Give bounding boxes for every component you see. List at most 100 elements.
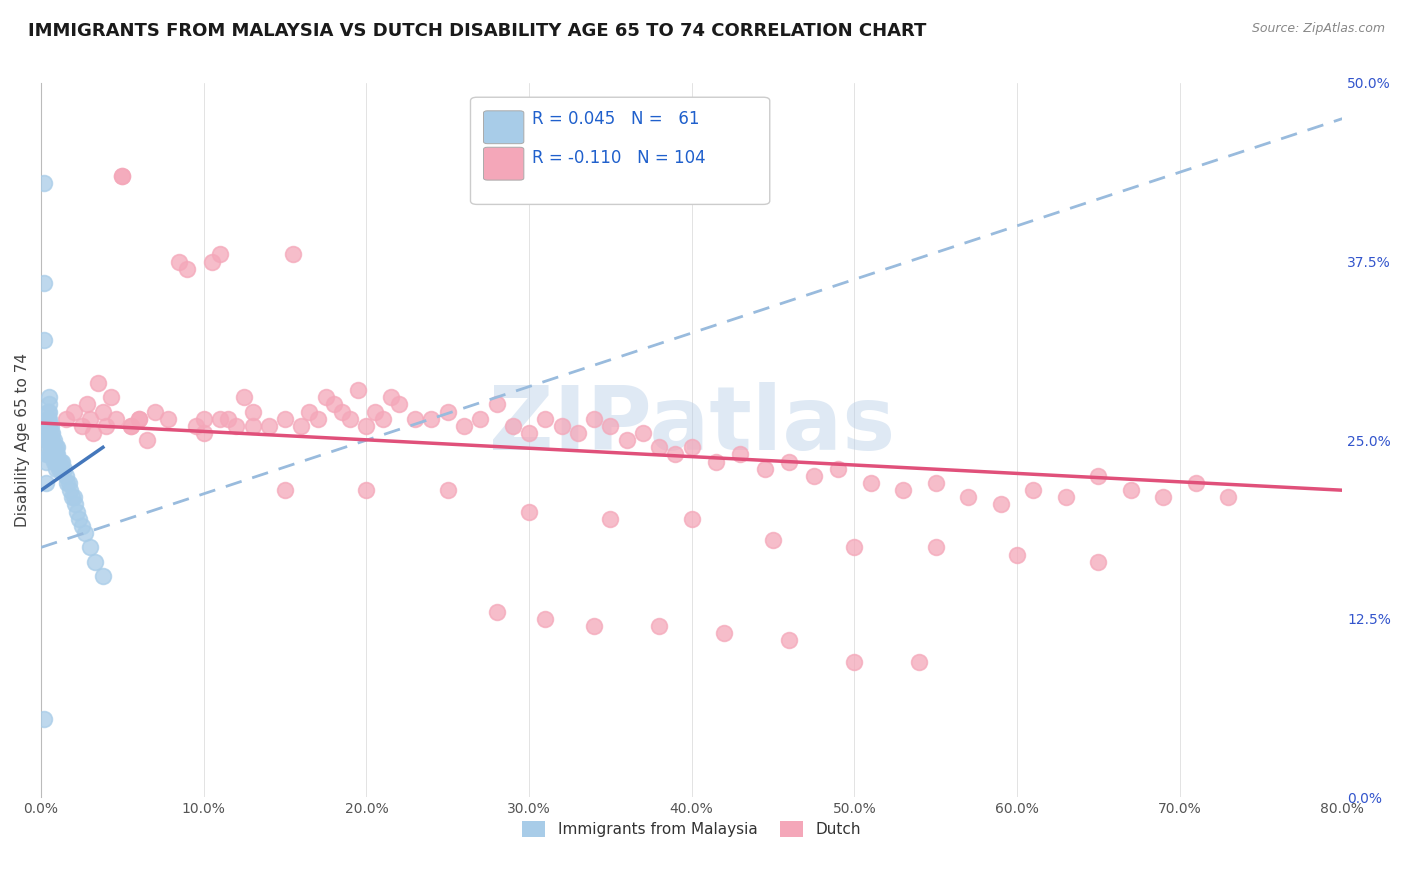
- Dutch: [274, 411, 297, 425]
- Dutch: [778, 455, 800, 469]
- Dutch: [120, 418, 142, 433]
- Dutch: [193, 411, 215, 425]
- Dutch: [380, 390, 402, 404]
- Dutch: [82, 425, 104, 440]
- Immigrants from Malaysia: [66, 505, 89, 519]
- Dutch: [225, 418, 247, 433]
- Immigrants from Malaysia: [38, 397, 60, 411]
- Dutch: [208, 247, 231, 261]
- Immigrants from Malaysia: [59, 483, 82, 498]
- Dutch: [534, 411, 557, 425]
- Dutch: [1054, 491, 1077, 505]
- Dutch: [827, 462, 849, 476]
- Immigrants from Malaysia: [49, 462, 72, 476]
- Dutch: [128, 411, 150, 425]
- Immigrants from Malaysia: [34, 333, 56, 347]
- Dutch: [1087, 555, 1109, 569]
- Dutch: [1087, 469, 1109, 483]
- Immigrants from Malaysia: [39, 418, 62, 433]
- Dutch: [339, 411, 361, 425]
- Dutch: [87, 376, 110, 390]
- Text: ZIPatlas: ZIPatlas: [488, 383, 894, 469]
- Immigrants from Malaysia: [79, 541, 101, 555]
- Dutch: [330, 404, 353, 418]
- Text: IMMIGRANTS FROM MALAYSIA VS DUTCH DISABILITY AGE 65 TO 74 CORRELATION CHART: IMMIGRANTS FROM MALAYSIA VS DUTCH DISABI…: [28, 22, 927, 40]
- Dutch: [453, 418, 475, 433]
- Immigrants from Malaysia: [73, 526, 96, 541]
- Dutch: [298, 404, 321, 418]
- Immigrants from Malaysia: [60, 491, 83, 505]
- Dutch: [363, 404, 385, 418]
- Dutch: [55, 411, 77, 425]
- Immigrants from Malaysia: [45, 448, 67, 462]
- Dutch: [420, 411, 443, 425]
- Immigrants from Malaysia: [67, 512, 90, 526]
- Dutch: [283, 247, 305, 261]
- Dutch: [924, 541, 946, 555]
- Dutch: [79, 411, 101, 425]
- Dutch: [169, 254, 191, 268]
- Dutch: [307, 411, 329, 425]
- Immigrants from Malaysia: [39, 448, 62, 462]
- Dutch: [143, 404, 166, 418]
- Text: Source: ZipAtlas.com: Source: ZipAtlas.com: [1251, 22, 1385, 36]
- Dutch: [70, 418, 93, 433]
- Dutch: [583, 619, 606, 633]
- Dutch: [1218, 491, 1240, 505]
- Immigrants from Malaysia: [37, 404, 59, 418]
- Immigrants from Malaysia: [42, 433, 65, 447]
- Dutch: [233, 390, 256, 404]
- Dutch: [924, 476, 946, 491]
- Immigrants from Malaysia: [52, 462, 75, 476]
- Immigrants from Malaysia: [35, 455, 58, 469]
- Immigrants from Malaysia: [34, 276, 56, 290]
- Dutch: [502, 418, 524, 433]
- Immigrants from Malaysia: [46, 448, 69, 462]
- Dutch: [356, 483, 378, 498]
- Dutch: [599, 512, 621, 526]
- Text: R = 0.045   N =   61: R = 0.045 N = 61: [531, 110, 699, 128]
- Immigrants from Malaysia: [46, 455, 69, 469]
- Immigrants from Malaysia: [39, 433, 62, 447]
- Immigrants from Malaysia: [41, 425, 63, 440]
- Immigrants from Malaysia: [35, 433, 58, 447]
- Dutch: [778, 633, 800, 648]
- Immigrants from Malaysia: [37, 425, 59, 440]
- Dutch: [347, 383, 370, 397]
- Dutch: [713, 626, 735, 640]
- Immigrants from Malaysia: [65, 498, 87, 512]
- Dutch: [62, 404, 84, 418]
- Immigrants from Malaysia: [56, 476, 79, 491]
- Immigrants from Malaysia: [42, 455, 65, 469]
- Dutch: [242, 404, 264, 418]
- Dutch: [534, 612, 557, 626]
- Dutch: [257, 418, 280, 433]
- Dutch: [404, 411, 426, 425]
- FancyBboxPatch shape: [484, 111, 524, 144]
- Dutch: [1005, 548, 1028, 562]
- Dutch: [274, 483, 297, 498]
- Dutch: [322, 397, 344, 411]
- Immigrants from Malaysia: [46, 441, 69, 455]
- Dutch: [664, 448, 686, 462]
- Dutch: [762, 533, 785, 548]
- Dutch: [135, 433, 157, 447]
- Immigrants from Malaysia: [39, 441, 62, 455]
- Immigrants from Malaysia: [34, 712, 56, 726]
- Dutch: [990, 498, 1012, 512]
- Dutch: [681, 512, 703, 526]
- Dutch: [128, 411, 150, 425]
- Immigrants from Malaysia: [42, 448, 65, 462]
- Immigrants from Malaysia: [35, 476, 58, 491]
- Dutch: [648, 619, 671, 633]
- Dutch: [957, 491, 980, 505]
- Dutch: [1185, 476, 1208, 491]
- Dutch: [908, 655, 931, 669]
- Immigrants from Malaysia: [45, 441, 67, 455]
- Dutch: [315, 390, 337, 404]
- Immigrants from Malaysia: [48, 455, 70, 469]
- Dutch: [201, 254, 224, 268]
- Immigrants from Malaysia: [58, 476, 80, 491]
- Dutch: [730, 448, 752, 462]
- Immigrants from Malaysia: [37, 411, 59, 425]
